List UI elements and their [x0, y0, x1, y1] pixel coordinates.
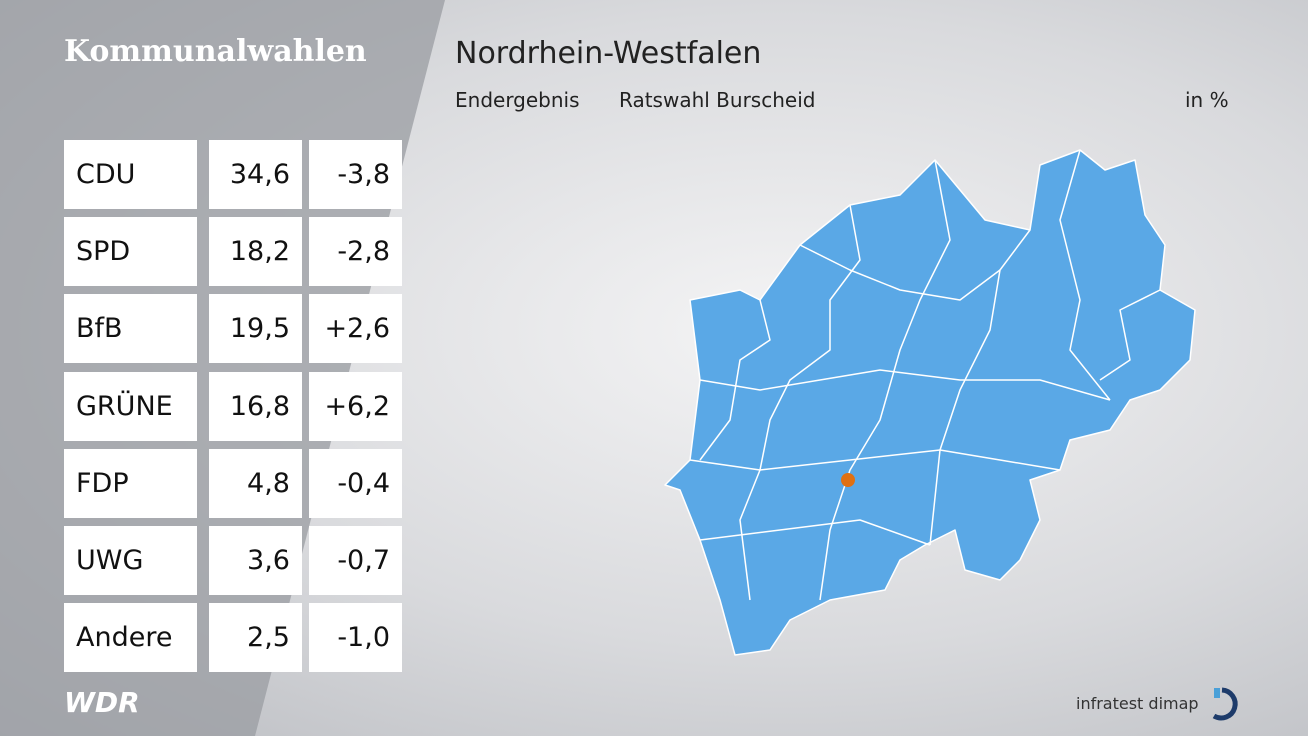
- result-cell: 4,8: [209, 448, 302, 518]
- logo-arc: [1212, 687, 1238, 721]
- district-border: [1059, 149, 1111, 401]
- result-cell: 3,6: [209, 526, 302, 595]
- broadcaster: WDR: [64, 686, 140, 719]
- district-border: [699, 369, 1111, 401]
- result-cell: 16,8: [209, 371, 302, 441]
- party-cell: Andere: [64, 603, 197, 673]
- district-border: [799, 244, 1001, 301]
- district-border: [929, 229, 1031, 546]
- region-location: Ratswahl Burscheid: [619, 88, 816, 112]
- result-cell: 19,5: [209, 294, 302, 364]
- district-border: [739, 204, 861, 601]
- party-cell: CDU: [64, 140, 197, 209]
- change-cell: +2,6: [309, 294, 402, 364]
- region-title: Nordrhein-Westfalen: [455, 36, 762, 71]
- result-cell: 18,2: [209, 217, 302, 287]
- logo-bar: [1214, 688, 1220, 698]
- change-cell: +6,2: [309, 371, 402, 441]
- result-cell: 34,6: [209, 140, 302, 209]
- nrw-outline: [664, 149, 1196, 656]
- source: infratest dimap: [1076, 694, 1199, 713]
- source-logo: [1212, 687, 1238, 721]
- change-cell: -0,7: [309, 526, 402, 595]
- district-border: [1099, 289, 1161, 381]
- district-border: [699, 299, 771, 461]
- result-cell: 2,5: [209, 603, 302, 673]
- district-border: [819, 159, 951, 601]
- change-cell: -2,8: [309, 217, 402, 287]
- change-cell: -0,4: [309, 448, 402, 518]
- map: [664, 149, 1196, 656]
- header-title: Kommunalwahlen: [64, 34, 367, 69]
- party-cell: GRÜNE: [64, 371, 197, 441]
- party-cell: SPD: [64, 217, 197, 287]
- change-cell: -1,0: [309, 603, 402, 673]
- unit: in %: [1185, 88, 1229, 112]
- party-cell: UWG: [64, 526, 197, 595]
- district-border: [689, 449, 1061, 471]
- location-marker: [841, 473, 855, 487]
- party-cell: BfB: [64, 294, 197, 364]
- party-cell: FDP: [64, 448, 197, 518]
- district-border: [699, 519, 931, 546]
- change-cell: -3,8: [309, 140, 402, 209]
- region-subtitle: Endergebnis: [455, 88, 580, 112]
